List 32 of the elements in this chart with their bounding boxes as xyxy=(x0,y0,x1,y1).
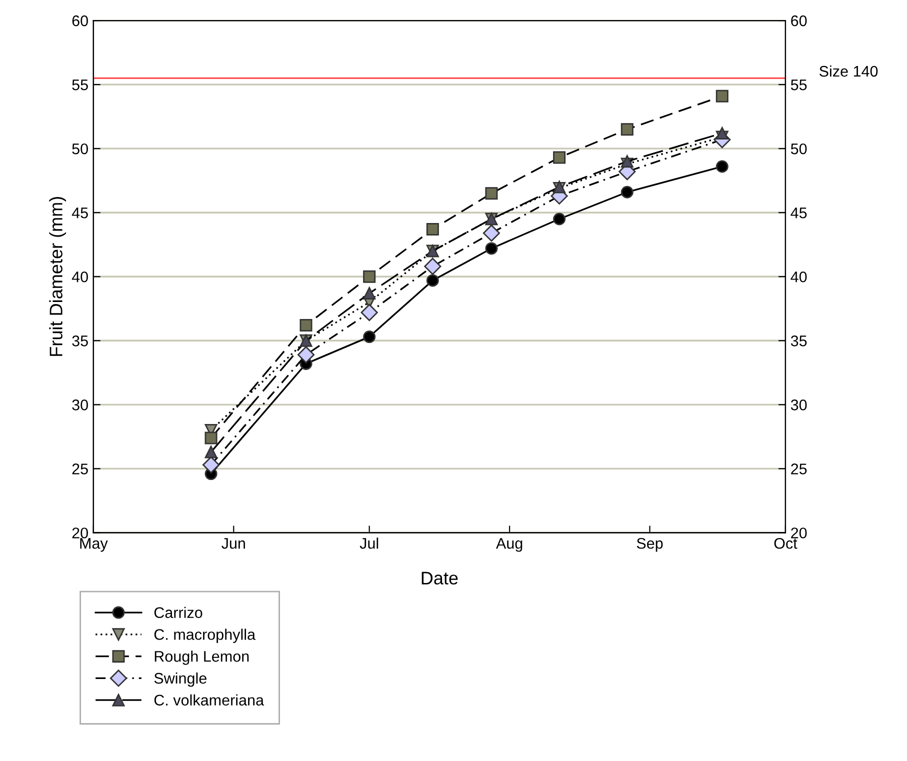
legend-label: C. volkameriana xyxy=(154,694,264,706)
y2-tick-label: 55 xyxy=(790,80,807,90)
legend-label: Carrizo xyxy=(154,606,202,618)
y2-tick-label: 45 xyxy=(790,208,807,218)
y2-tick-label: 25 xyxy=(791,464,807,474)
y-tick-label: 35 xyxy=(72,336,88,346)
y-tick-label: 40 xyxy=(72,271,88,282)
y-tick-label: 50 xyxy=(72,143,88,154)
y-axis-title: Fruit Diameter (mm) xyxy=(49,196,66,356)
y-tick-label: 20 xyxy=(72,528,88,538)
y-tick-label: 25 xyxy=(72,464,88,474)
y2-tick-label: 50 xyxy=(790,143,807,154)
y-tick-label: 45 xyxy=(72,208,88,218)
y2-tick-label: 60 xyxy=(791,15,807,26)
x-tick-label: Jul xyxy=(360,538,378,549)
y-tick-label: 55 xyxy=(72,80,88,90)
y-tick-label: 30 xyxy=(72,400,88,410)
x-tick-label: Oct xyxy=(774,538,798,549)
ref-line-label: Size 140 xyxy=(819,65,878,77)
y-tick-label: 60 xyxy=(72,15,88,26)
legend-label: Rough Lemon xyxy=(154,650,249,665)
x-tick-label: Aug xyxy=(496,538,522,552)
legend-label: C. macrophylla xyxy=(154,628,256,643)
x-axis-title: Date xyxy=(422,572,458,585)
x-tick-label: May xyxy=(80,538,108,552)
x-tick-label: Sep xyxy=(636,538,663,552)
y2-tick-label: 20 xyxy=(791,528,807,538)
y2-tick-label: 35 xyxy=(790,336,807,346)
x-tick-label: Jun xyxy=(222,538,245,549)
y2-tick-label: 30 xyxy=(790,400,807,410)
y2-tick-label: 40 xyxy=(790,271,807,282)
legend-label: Swingle xyxy=(154,672,206,687)
